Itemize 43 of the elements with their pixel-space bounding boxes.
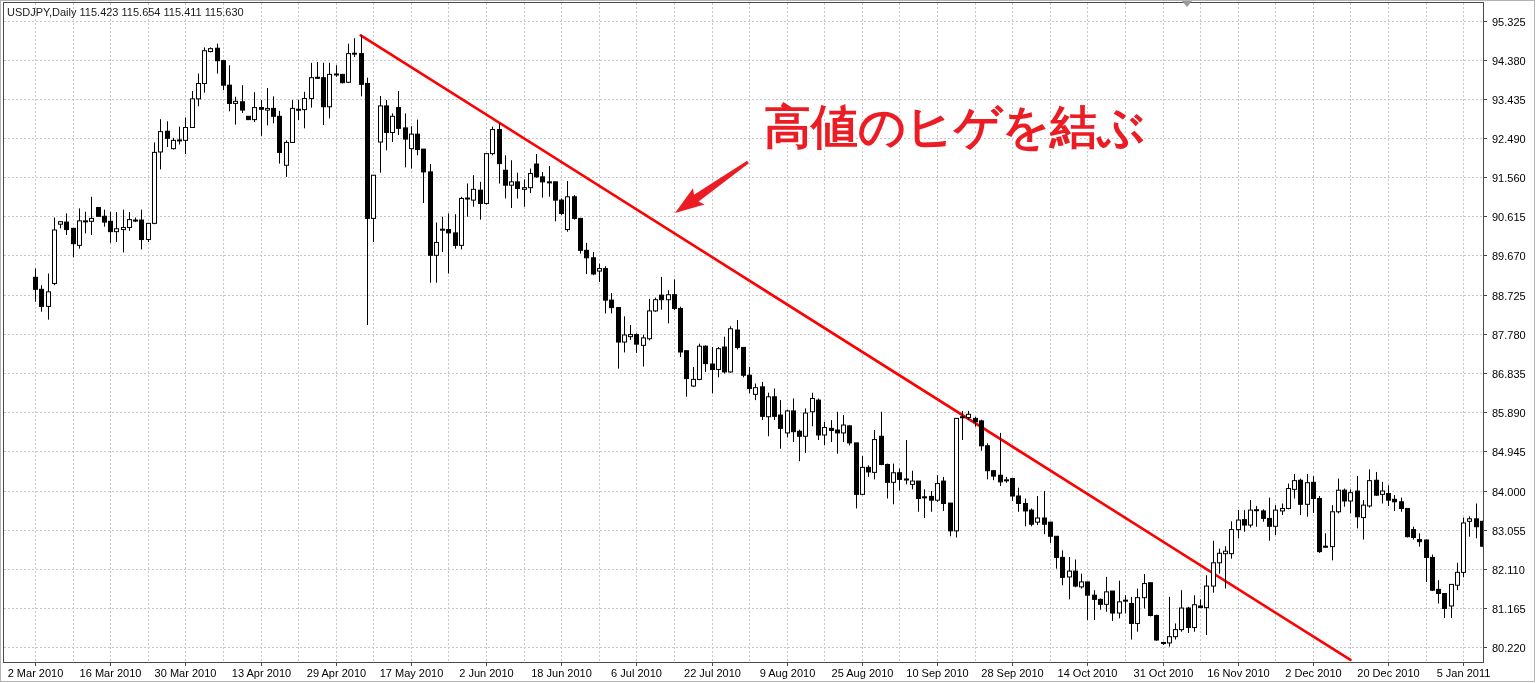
x-tick-label: 2 Jun 2010 (459, 667, 514, 679)
x-tick-label: 29 Apr 2010 (306, 667, 367, 679)
x-tick-label: 10 Sep 2010 (906, 667, 969, 679)
x-tick-label: 28 Sep 2010 (981, 667, 1044, 679)
candlestick (240, 84, 245, 114)
candlestick (1467, 515, 1472, 538)
x-tick-label: 6 Jul 2010 (611, 667, 662, 679)
x-tick-label: 2 Dec 2010 (1285, 667, 1342, 679)
y-tick-label: 81.165 (1492, 602, 1526, 615)
y-tick-label: 80.220 (1492, 641, 1526, 654)
candlestick (165, 120, 170, 148)
y-tick-label: 87.780 (1492, 328, 1526, 341)
x-tick-label: 30 Mar 2010 (154, 667, 217, 679)
annotation: 高値のヒゲを結ぶ (764, 99, 1145, 154)
y-tick-label: 93.435 (1492, 93, 1526, 106)
y-tick-label: 84.000 (1492, 485, 1526, 498)
x-tick-label: 5 Jan 2011 (1436, 667, 1491, 679)
x-tick-label: 9 Aug 2010 (759, 667, 816, 679)
x-tick-label: 18 Jun 2010 (531, 667, 592, 679)
chart-title: USDJPY,Daily 115.423 115.654 115.411 115.630 (7, 6, 244, 18)
x-tick-label: 25 Aug 2010 (831, 667, 894, 679)
y-tick-label: 82.110 (1492, 563, 1525, 576)
x-tick-label: 2 Mar 2010 (7, 667, 64, 679)
y-tick-label: 95.325 (1492, 15, 1526, 28)
y-tick-label: 91.560 (1492, 171, 1526, 184)
y-tick-label: 89.670 (1492, 249, 1526, 262)
y-tick-label: 94.380 (1492, 54, 1526, 67)
y-tick-label: 84.945 (1492, 445, 1526, 458)
candlestick (46, 273, 51, 321)
x-tick-label: 31 Oct 2010 (1133, 667, 1194, 679)
y-tick-label: 86.835 (1492, 367, 1526, 380)
x-tick-label: 16 Mar 2010 (79, 667, 142, 679)
x-tick-label: 20 Dec 2010 (1357, 667, 1420, 679)
x-tick-label: 17 May 2010 (379, 667, 444, 679)
x-tick-label: 14 Oct 2010 (1057, 667, 1118, 679)
y-tick-label: 83.055 (1492, 524, 1526, 537)
y-tick-label: 88.725 (1492, 289, 1526, 302)
x-tick-label: 16 Nov 2010 (1207, 667, 1270, 679)
y-tick-label: 90.615 (1492, 210, 1526, 223)
x-tick-label: 13 Apr 2010 (231, 667, 292, 679)
y-tick-label: 85.890 (1492, 406, 1526, 419)
x-tick-label: 22 Jul 2010 (684, 667, 741, 679)
y-tick-label: 92.490 (1492, 132, 1526, 145)
